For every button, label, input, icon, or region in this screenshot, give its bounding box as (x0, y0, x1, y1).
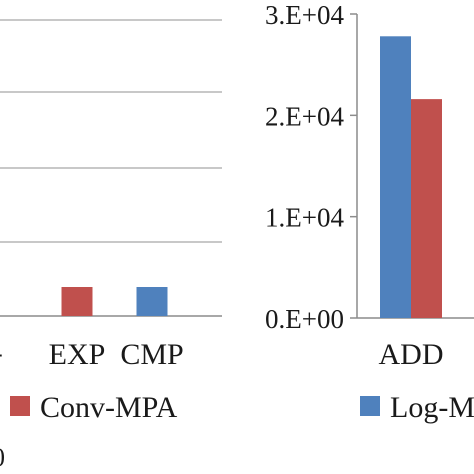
right-x-tick-label: ADD (379, 338, 444, 371)
left-x-tick-label: EXP (49, 338, 106, 371)
left-edge-label: 0 (0, 443, 5, 472)
left-edge-label: - (0, 339, 3, 368)
legend-swatch (10, 396, 30, 416)
right-y-tick-label: 3.E+04 (265, 0, 344, 30)
legend-label: Conv-MPA (40, 391, 178, 424)
legend: Conv-MPA Log-M (10, 391, 474, 424)
left-bar (136, 287, 168, 316)
right-y-tick-label: 2.E+04 (265, 101, 344, 131)
legend-swatch (360, 396, 380, 416)
right-bar (380, 36, 411, 318)
right-y-tick-label: 0.E+00 (265, 304, 344, 334)
left-x-tick-label: CMP (120, 338, 183, 371)
left-bar (61, 287, 93, 316)
right-y-tick-label: 1.E+04 (265, 203, 344, 233)
right-bar (411, 99, 442, 319)
legend-label: Log-M (390, 391, 474, 424)
right-chart-panel: 0.E+00 1.E+04 2.E+04 3.E+04 ADD (265, 0, 474, 371)
left-chart-panel: EXP CMP - 0 (0, 19, 222, 472)
